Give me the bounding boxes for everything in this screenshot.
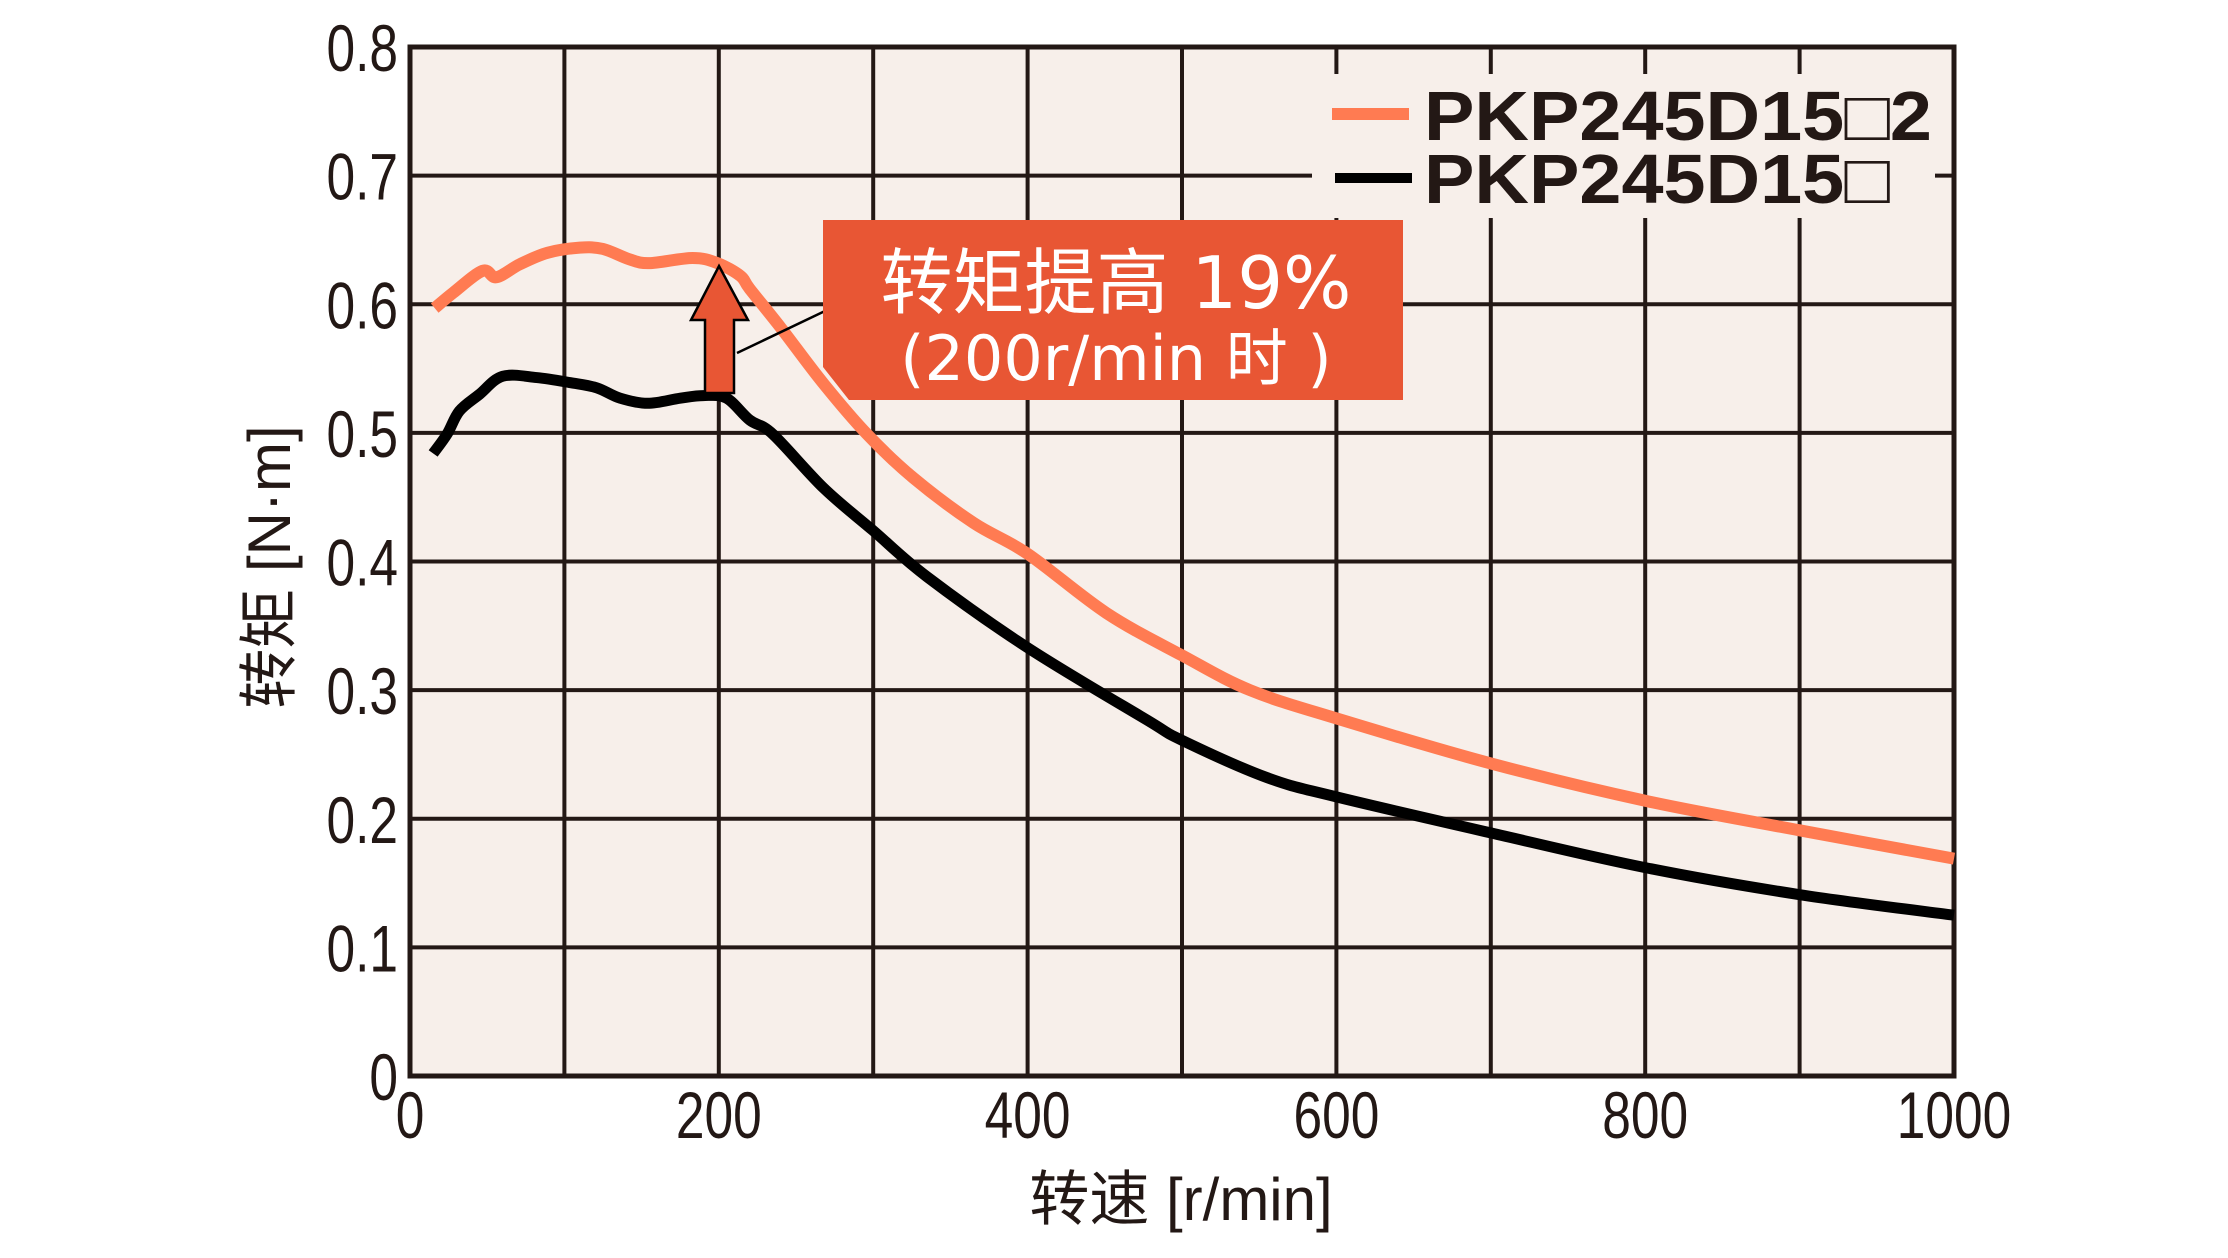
- x-tick-label: 1000: [1897, 1078, 2011, 1153]
- x-tick-label: 800: [1602, 1078, 1688, 1153]
- legend-backdrop: [1312, 74, 1935, 218]
- series-curves: [428, 241, 1956, 921]
- y-tick-label: 0.1: [326, 911, 398, 986]
- y-axis-title: 转矩 [N·m]: [236, 425, 303, 708]
- y-tick-label: 0.2: [326, 783, 398, 858]
- x-tick-label: 600: [1293, 1078, 1379, 1153]
- series-line-1: [430, 241, 1956, 865]
- y-axis-tick-labels: 0 0.1 0.2 0.3 0.4 0.5 0.6 0.7 0.8: [326, 11, 398, 1115]
- y-tick-label: 0.6: [326, 268, 398, 343]
- callout-line2: (200r/min 时 ): [900, 322, 1331, 395]
- callout-box: [823, 220, 1403, 400]
- plot-border: [407, 44, 1957, 1079]
- x-tick-label: 0: [396, 1078, 425, 1153]
- y-tick-label: 0.8: [326, 11, 398, 86]
- y-tick-label: 0.7: [326, 139, 398, 214]
- y-tick-label: 0.5: [326, 397, 398, 472]
- x-tick-label: 200: [676, 1078, 762, 1153]
- callout-leader-line: [736, 309, 826, 355]
- increase-arrow-icon: [688, 263, 751, 395]
- series-line-2: [428, 369, 1955, 921]
- y-tick-label: 0.3: [326, 654, 398, 729]
- x-axis-tick-labels: 0 200 400 600 800 1000: [396, 1078, 2012, 1153]
- legend-label-series-2: PKP245D15□: [1424, 141, 1890, 219]
- x-axis-title: 转速 [r/min]: [1029, 1166, 1332, 1233]
- callout-line1: 转矩提高 19%: [881, 241, 1352, 325]
- x-tick-label: 400: [985, 1078, 1071, 1153]
- legend-label-series-1: PKP245D15□2: [1424, 78, 1932, 156]
- y-tick-label: 0: [369, 1040, 398, 1115]
- y-tick-label: 0.4: [326, 525, 398, 600]
- legend: PKP245D15□2 PKP245D15□: [1332, 78, 1932, 219]
